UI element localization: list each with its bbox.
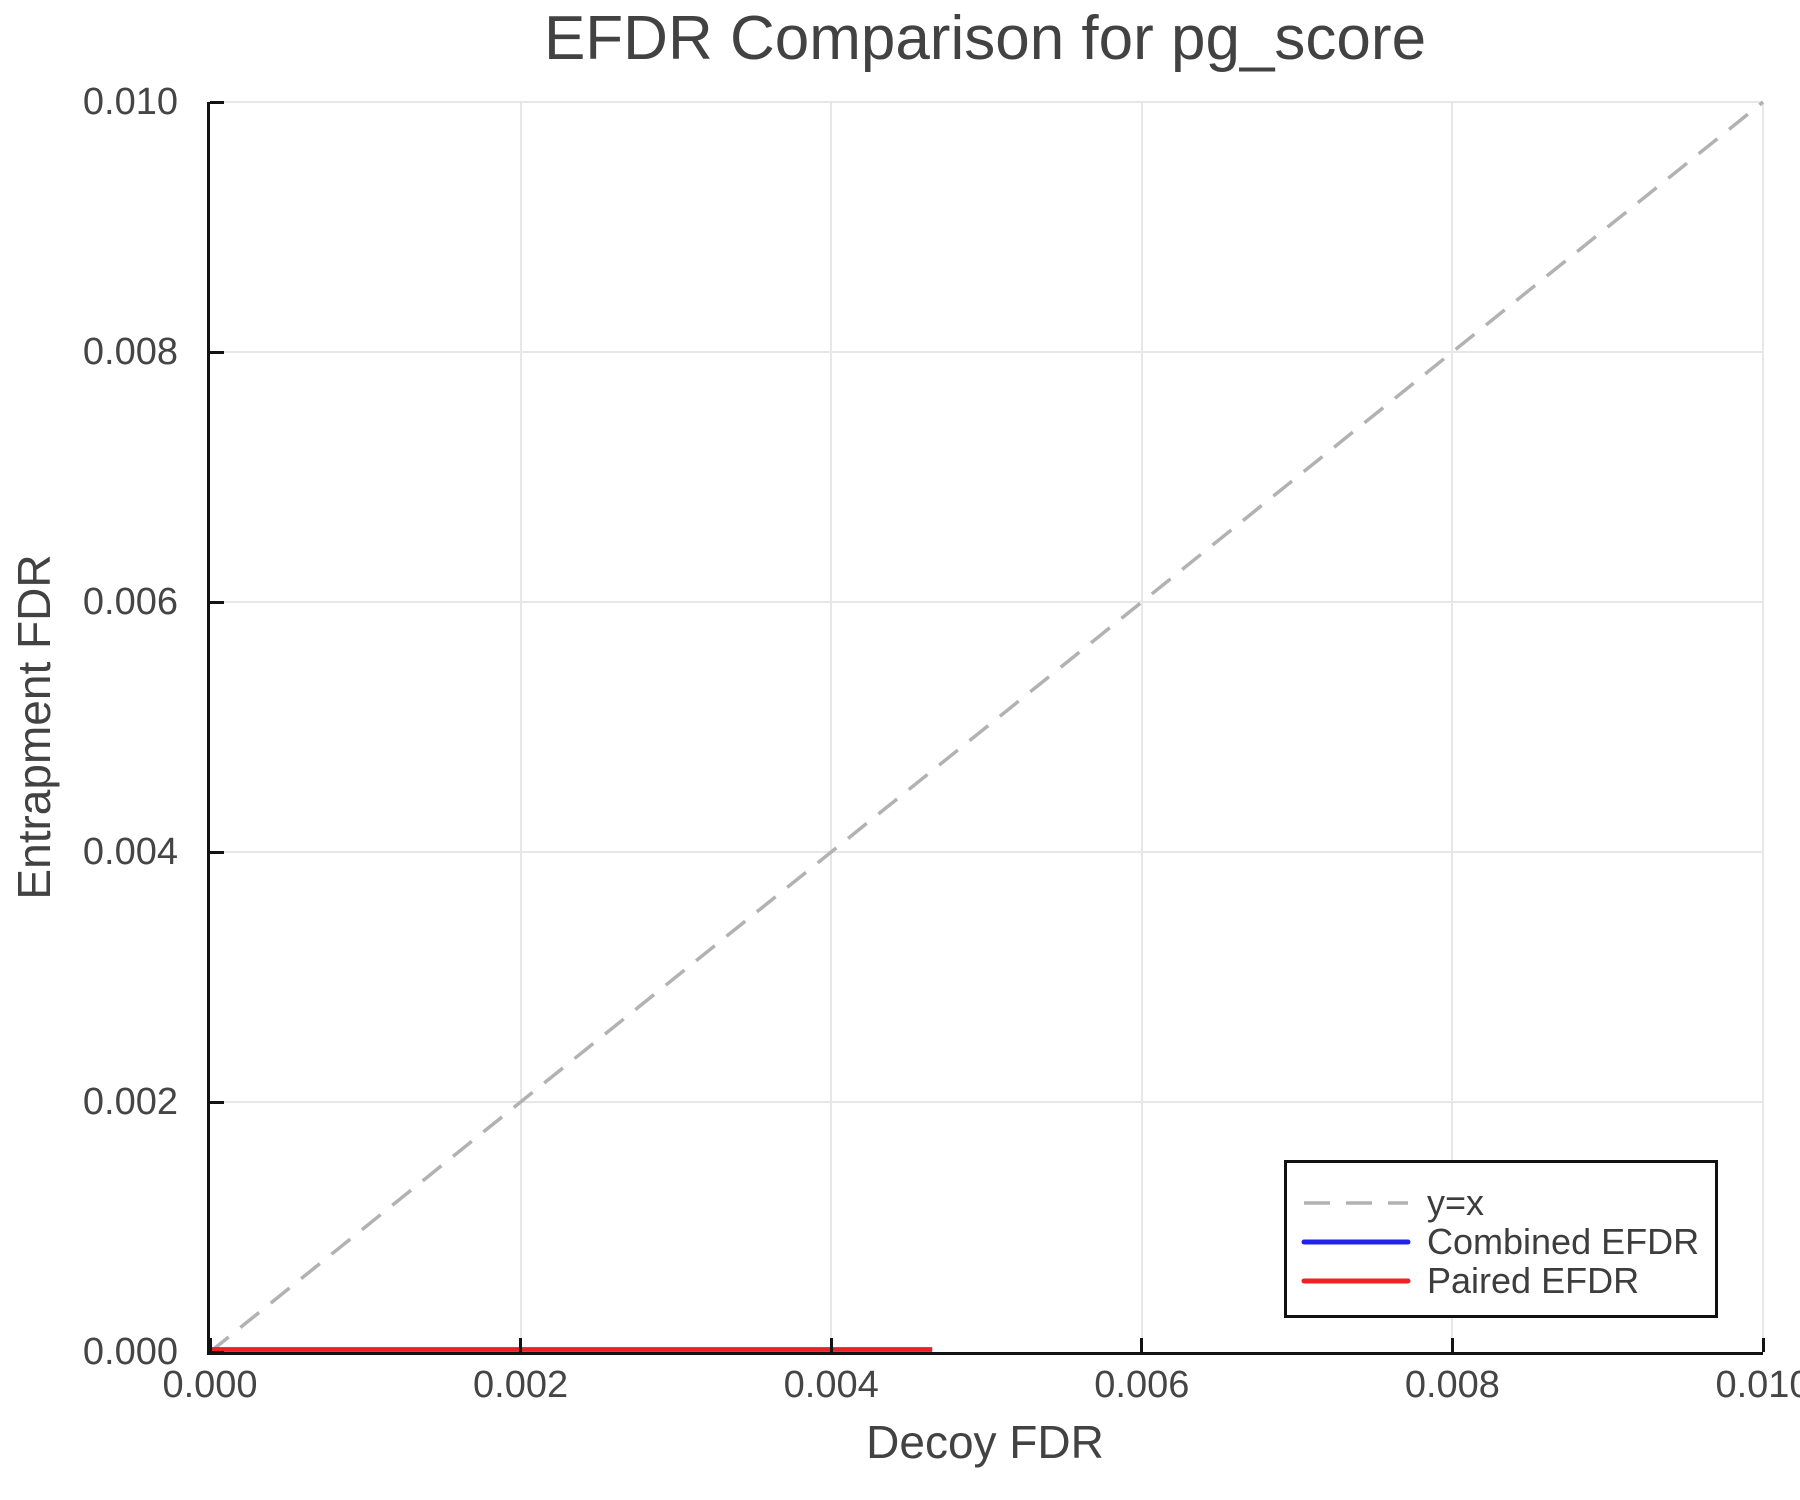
x-tick-label: 0.008 bbox=[1404, 1364, 1500, 1406]
legend-sample-line bbox=[1304, 1200, 1408, 1205]
y-gridline bbox=[210, 601, 1763, 603]
plot-area bbox=[207, 100, 1765, 1355]
x-tick-label: 0.004 bbox=[783, 1364, 879, 1406]
x-tick-mark bbox=[829, 1338, 833, 1352]
legend-label-paired-efdr: Paired EFDR bbox=[1427, 1259, 1640, 1301]
x-tick-mark bbox=[519, 1338, 523, 1352]
x-tick-mark bbox=[208, 1338, 212, 1352]
y-tick-label: 0.004 bbox=[82, 831, 178, 873]
y-tick-mark bbox=[210, 600, 224, 604]
y-gridline bbox=[210, 101, 1763, 103]
x-gridline bbox=[1451, 102, 1454, 1352]
y-gridline bbox=[210, 351, 1763, 353]
y-gridline bbox=[210, 1101, 1763, 1103]
x-gridline bbox=[1140, 102, 1143, 1352]
y-gridline bbox=[210, 851, 1763, 853]
y-tick-label: 0.008 bbox=[82, 331, 178, 373]
legend-item-paired-efdr: Paired EFDR bbox=[1287, 1259, 1715, 1301]
y-tick-label: 0.000 bbox=[82, 1331, 178, 1373]
x-gridline bbox=[830, 102, 833, 1352]
legend-label-y-equals-x: y=x bbox=[1427, 1181, 1485, 1223]
y-tick-mark bbox=[210, 350, 224, 354]
x-gridline bbox=[1762, 102, 1764, 1352]
y-tick-mark bbox=[210, 1350, 224, 1354]
y-tick-label: 0.002 bbox=[82, 1081, 178, 1123]
legend-sample-line bbox=[1301, 1278, 1411, 1283]
y-tick-mark bbox=[210, 100, 224, 104]
legend-blue-line-sample bbox=[1301, 1237, 1411, 1247]
series-line-y-x bbox=[208, 100, 1765, 1354]
x-gridline bbox=[519, 102, 522, 1352]
x-tick-mark bbox=[1450, 1338, 1454, 1352]
legend-dashed-line-sample bbox=[1301, 1198, 1411, 1208]
series-plot-layer bbox=[208, 100, 1765, 1354]
legend: y=x Combined EFDR Paired EFDR bbox=[1284, 1160, 1718, 1318]
legend-red-line-sample bbox=[1301, 1276, 1411, 1286]
x-tick-label: 0.000 bbox=[162, 1364, 258, 1406]
y-tick-mark bbox=[210, 1100, 224, 1104]
x-tick-label: 0.010 bbox=[1715, 1364, 1800, 1406]
x-axis-label: Decoy FDR bbox=[866, 1416, 1104, 1468]
legend-sample-line bbox=[1301, 1239, 1411, 1244]
y-tick-label: 0.010 bbox=[82, 81, 178, 123]
x-tick-label: 0.002 bbox=[473, 1364, 569, 1406]
chart-title: EFDR Comparison for pg_score bbox=[543, 4, 1427, 73]
y-tick-label: 0.006 bbox=[82, 581, 178, 623]
legend-item-combined-efdr: Combined EFDR bbox=[1287, 1220, 1715, 1262]
x-tick-mark bbox=[1140, 1338, 1144, 1352]
x-tick-mark bbox=[1761, 1338, 1765, 1352]
x-tick-label: 0.006 bbox=[1094, 1364, 1190, 1406]
legend-label-combined-efdr: Combined EFDR bbox=[1427, 1220, 1700, 1262]
legend-item-y-equals-x: y=x bbox=[1287, 1181, 1715, 1223]
y-tick-mark bbox=[210, 850, 224, 854]
y-axis-label: Entrapment FDR bbox=[8, 554, 60, 900]
